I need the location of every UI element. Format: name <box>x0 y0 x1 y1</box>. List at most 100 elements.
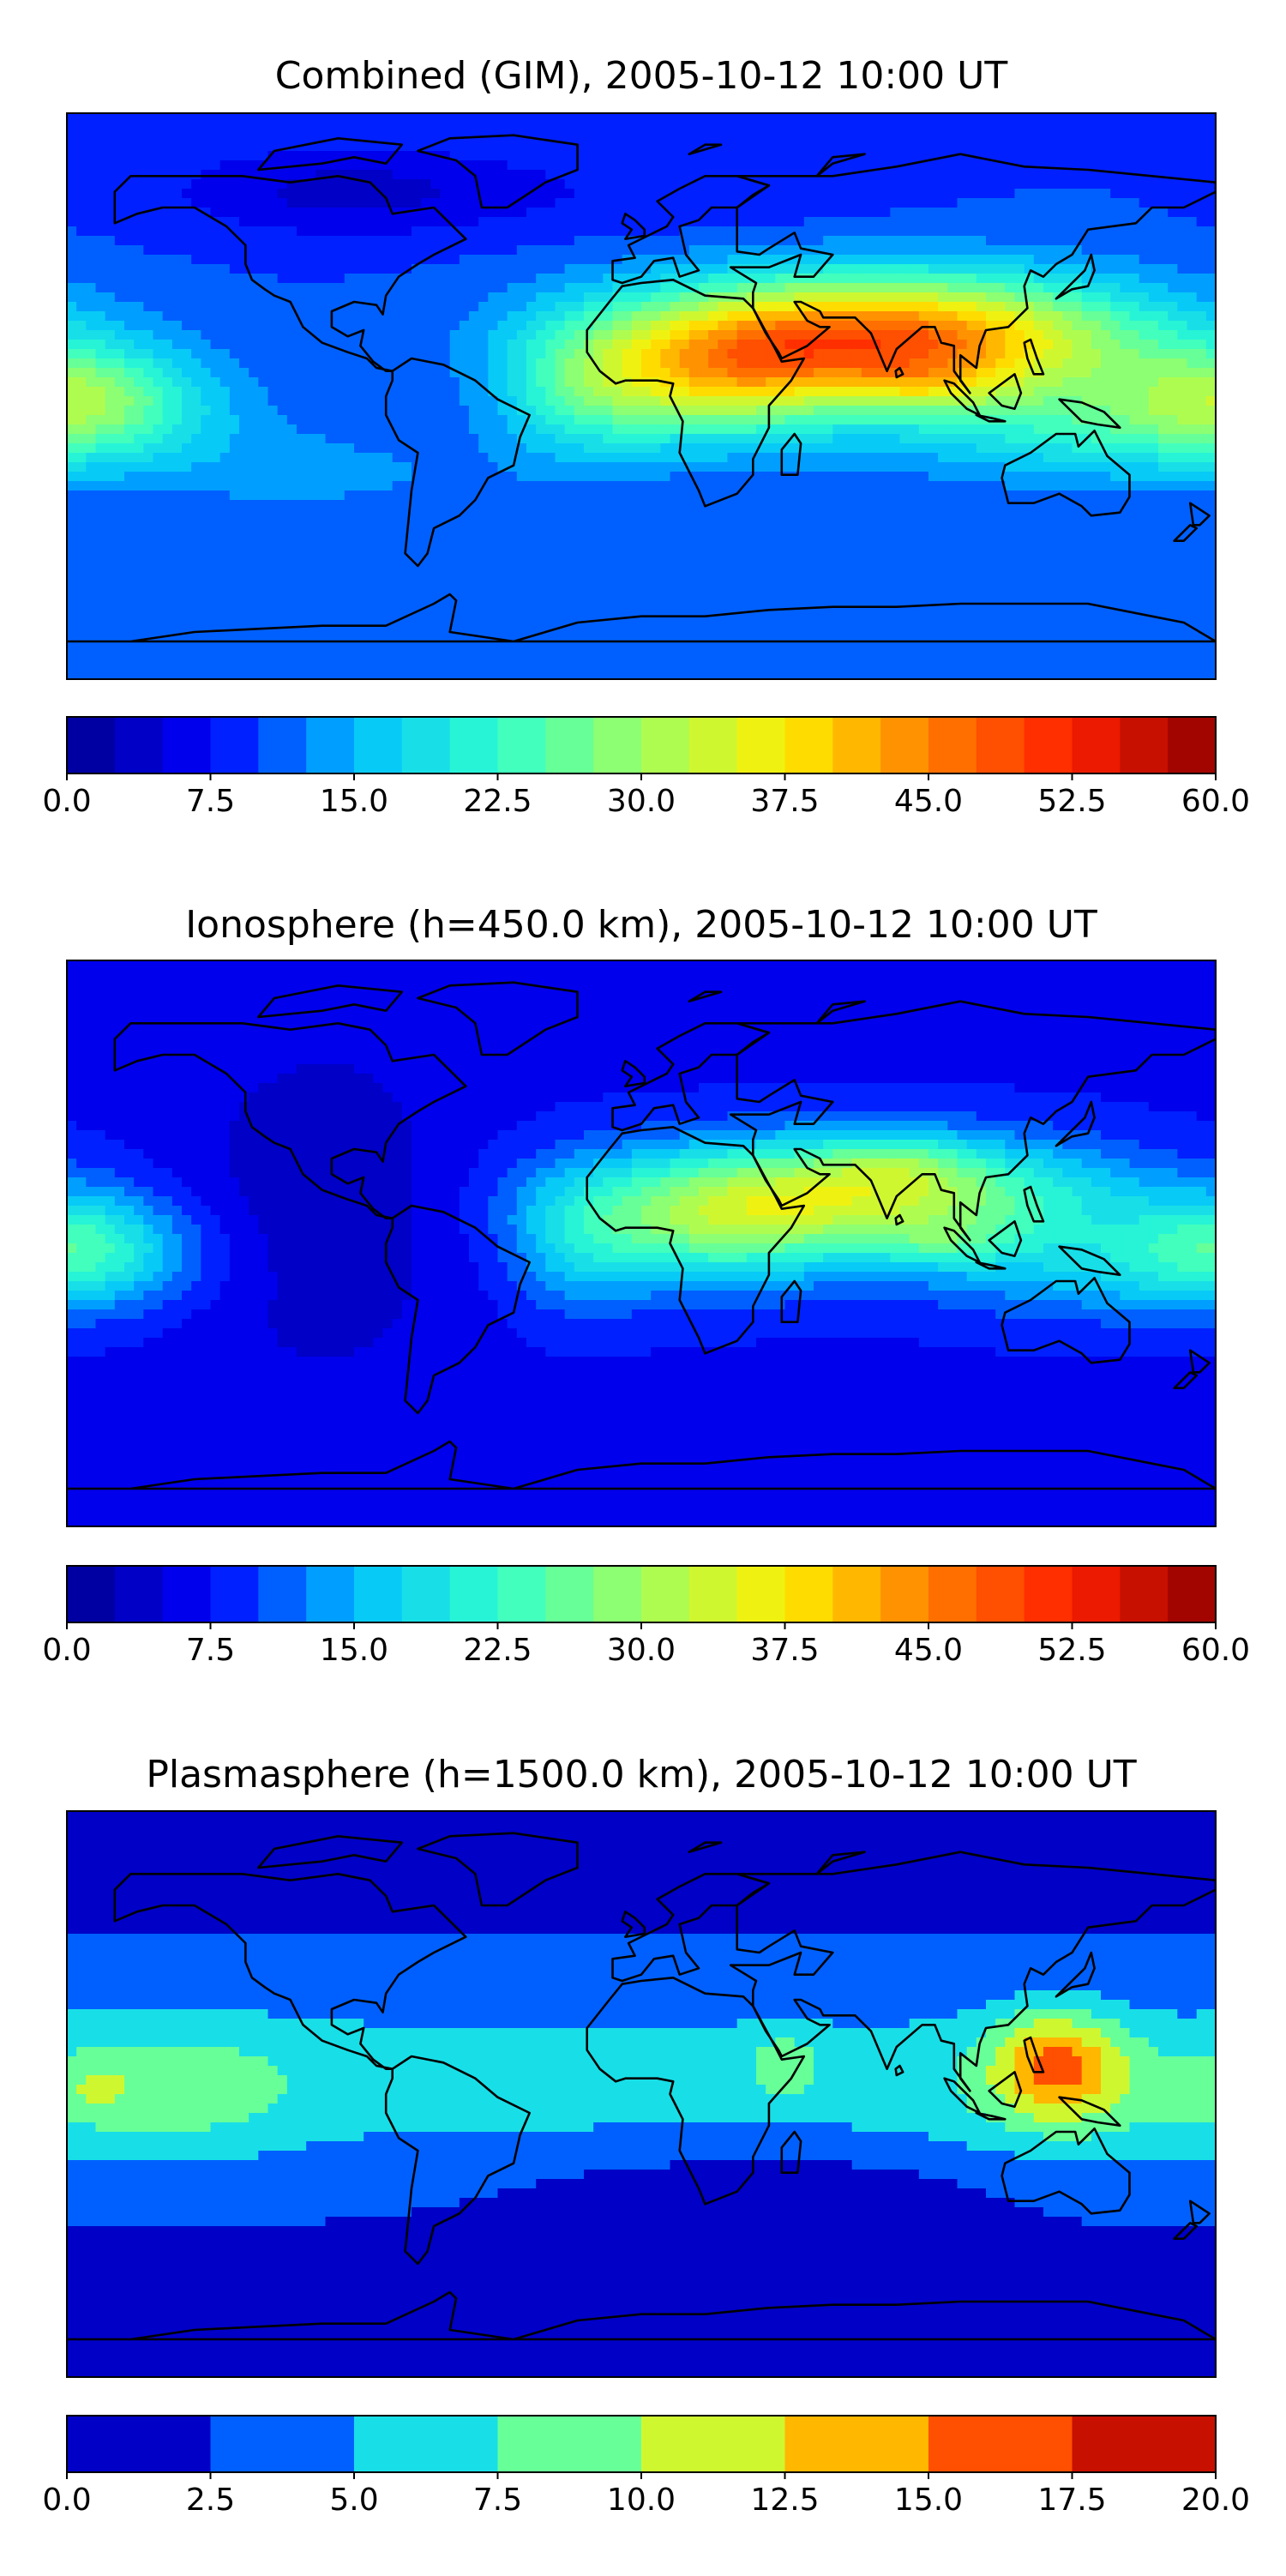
field-cell <box>574 406 585 416</box>
field-cell <box>354 358 364 369</box>
field-cell <box>660 500 671 510</box>
field-cell <box>469 491 479 501</box>
field-cell <box>574 500 585 510</box>
field-cell <box>354 387 364 397</box>
field-cell <box>622 123 633 133</box>
field-cell <box>1148 340 1159 350</box>
field-cell <box>861 396 872 406</box>
field-cell <box>258 113 269 123</box>
field-cell <box>784 406 796 416</box>
field-cell <box>277 264 288 274</box>
field-cell <box>727 189 738 199</box>
field-cell <box>756 274 766 284</box>
field-cell <box>134 151 145 161</box>
field-cell <box>814 387 824 397</box>
field-cell <box>134 396 145 406</box>
field-cell <box>201 245 212 256</box>
field-cell <box>114 349 125 359</box>
field-cell <box>459 406 470 416</box>
field-cell <box>727 141 738 152</box>
field-cell <box>641 500 652 510</box>
field-cell <box>364 434 375 444</box>
field-cell <box>344 500 355 510</box>
field-cell <box>95 340 106 350</box>
field-cell <box>1014 472 1025 482</box>
field-cell <box>1120 236 1131 246</box>
field-cell <box>258 368 269 378</box>
field-cell <box>574 415 585 425</box>
field-cell <box>412 264 422 274</box>
field-cell <box>899 481 910 491</box>
field-cell <box>708 434 719 444</box>
field-cell <box>1129 311 1140 322</box>
field-cell <box>957 434 968 444</box>
field-cell <box>421 330 432 340</box>
field-cell <box>1091 226 1102 237</box>
field-cell <box>162 264 173 274</box>
field-cell <box>814 415 824 425</box>
field-cell <box>392 396 403 406</box>
field-cell <box>784 151 796 161</box>
field-cell <box>660 340 671 350</box>
field-cell <box>1005 160 1016 171</box>
field-cell <box>143 321 154 331</box>
field-cell <box>909 283 920 293</box>
field-cell <box>890 491 901 501</box>
field-cell <box>746 330 757 340</box>
field-cell <box>105 415 116 425</box>
field-cell <box>727 321 738 331</box>
field-cell <box>727 170 738 180</box>
field-cell <box>526 113 537 123</box>
field-cell <box>497 208 508 218</box>
field-cell <box>258 151 269 161</box>
field-cell <box>191 302 202 312</box>
field-cell <box>1139 151 1150 161</box>
field-cell <box>775 283 786 293</box>
field-cell <box>842 406 853 416</box>
field-cell <box>986 160 996 171</box>
field-cell <box>995 132 1007 142</box>
field-cell <box>766 406 777 416</box>
field-cell <box>382 217 394 227</box>
field-cell <box>86 321 97 331</box>
field-cell <box>1033 292 1044 303</box>
field-cell <box>306 491 317 501</box>
field-cell <box>976 179 987 190</box>
field-cell <box>392 349 403 359</box>
field-cell <box>957 453 968 463</box>
field-cell <box>449 160 460 171</box>
field-cell <box>219 179 231 190</box>
field-cell <box>1024 236 1035 246</box>
field-cell <box>708 123 719 133</box>
field-cell <box>1120 491 1131 501</box>
field-cell <box>564 123 575 133</box>
field-cell <box>325 198 336 208</box>
field-cell <box>277 321 288 331</box>
field-cell <box>1139 406 1150 416</box>
field-cell <box>277 481 288 491</box>
field-cell <box>688 481 700 491</box>
field-cell <box>412 481 422 491</box>
field-cell <box>928 453 939 463</box>
field-cell <box>986 311 996 322</box>
field-cell <box>239 132 249 142</box>
field-cell <box>1081 245 1092 256</box>
field-cell <box>1148 245 1159 256</box>
field-cell <box>105 132 116 142</box>
field-cell <box>995 368 1007 378</box>
field-cell <box>718 160 729 171</box>
field-cell <box>851 292 862 303</box>
field-cell <box>555 179 566 190</box>
field-cell <box>526 321 537 331</box>
field-cell <box>995 245 1007 256</box>
field-cell <box>1196 368 1207 378</box>
field-cell <box>267 217 279 227</box>
field-cell <box>727 387 738 397</box>
field-cell <box>938 170 949 180</box>
field-cell <box>574 453 585 463</box>
field-cell <box>1139 160 1150 171</box>
field-cell <box>354 472 364 482</box>
field-cell <box>401 358 412 369</box>
field-cell <box>651 491 662 501</box>
field-cell <box>162 377 173 388</box>
